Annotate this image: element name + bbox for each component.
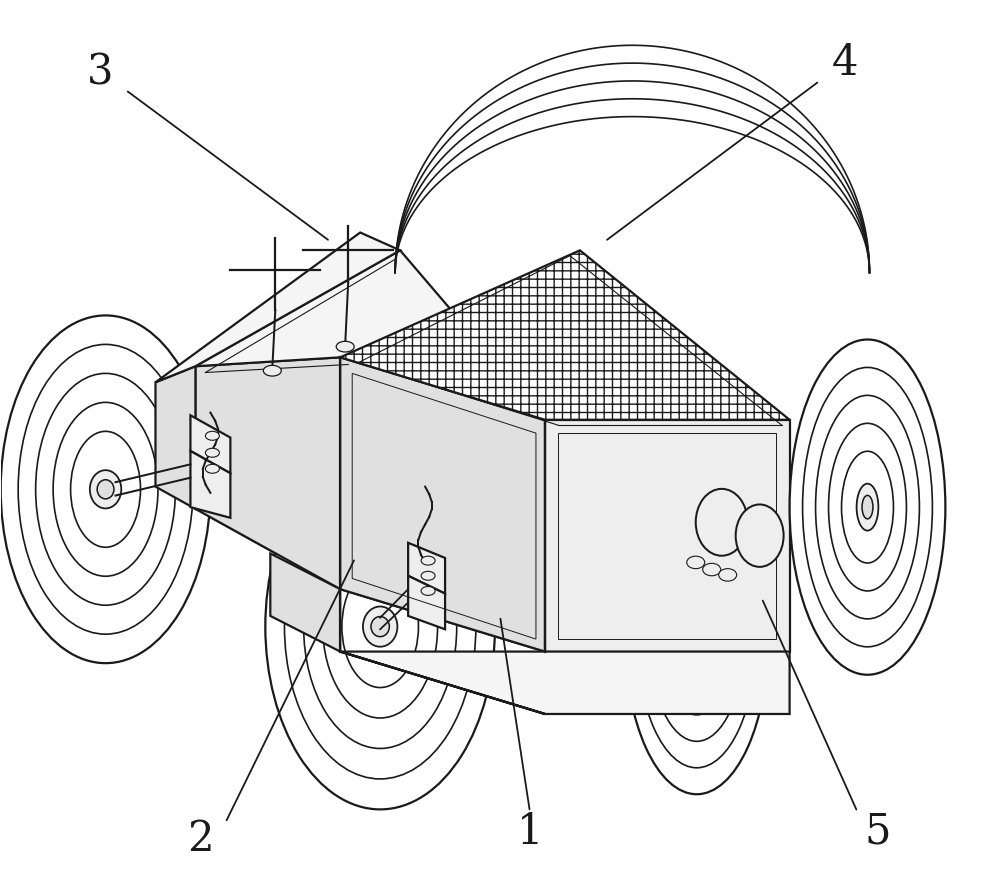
Polygon shape: [155, 232, 400, 382]
Ellipse shape: [336, 341, 354, 352]
Polygon shape: [408, 543, 445, 594]
Ellipse shape: [719, 569, 737, 581]
Text: 2: 2: [187, 818, 214, 860]
Polygon shape: [270, 554, 545, 714]
Polygon shape: [190, 415, 230, 473]
Ellipse shape: [625, 477, 769, 794]
Ellipse shape: [205, 464, 219, 473]
Polygon shape: [545, 420, 790, 652]
Ellipse shape: [265, 444, 495, 809]
Polygon shape: [340, 250, 790, 420]
Ellipse shape: [371, 616, 389, 637]
Ellipse shape: [1, 315, 210, 663]
Polygon shape: [195, 357, 340, 589]
Ellipse shape: [857, 484, 878, 530]
Polygon shape: [155, 357, 340, 589]
Ellipse shape: [205, 431, 219, 440]
Ellipse shape: [263, 365, 281, 376]
Polygon shape: [340, 357, 545, 652]
Ellipse shape: [97, 480, 114, 499]
Ellipse shape: [703, 563, 721, 576]
Ellipse shape: [862, 496, 873, 519]
Ellipse shape: [696, 488, 748, 555]
Ellipse shape: [421, 572, 435, 580]
Ellipse shape: [90, 471, 121, 508]
Text: 5: 5: [864, 811, 891, 853]
Ellipse shape: [687, 613, 707, 658]
Ellipse shape: [790, 339, 945, 675]
Polygon shape: [340, 652, 790, 714]
Ellipse shape: [205, 448, 219, 457]
Polygon shape: [190, 451, 230, 518]
Ellipse shape: [421, 587, 435, 596]
Text: 4: 4: [831, 42, 858, 84]
Polygon shape: [155, 366, 195, 509]
Ellipse shape: [687, 556, 705, 569]
Ellipse shape: [421, 556, 435, 565]
Polygon shape: [195, 250, 545, 420]
Polygon shape: [340, 357, 545, 652]
Ellipse shape: [363, 606, 397, 647]
Ellipse shape: [736, 505, 784, 567]
Polygon shape: [408, 576, 445, 630]
Text: 3: 3: [87, 51, 114, 93]
Ellipse shape: [692, 624, 702, 647]
Text: 1: 1: [517, 811, 543, 853]
